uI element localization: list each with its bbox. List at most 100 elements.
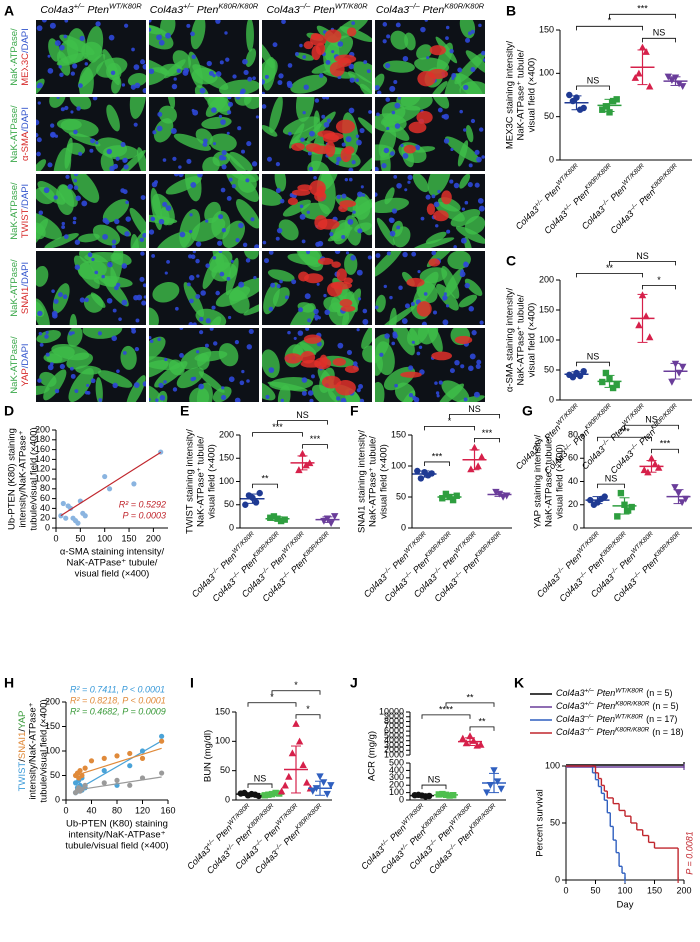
y-tick-label: 100 [389, 787, 404, 797]
nucleus [227, 101, 234, 107]
nucleus [86, 391, 91, 395]
nucleus [276, 227, 283, 234]
nucleus [149, 336, 152, 340]
tubule-stain [149, 214, 178, 224]
nucleus [173, 77, 177, 81]
nucleus [164, 271, 168, 275]
nucleus [287, 82, 293, 89]
nucleus [149, 339, 154, 344]
nucleus [411, 340, 415, 344]
nucleus [459, 271, 466, 278]
nucleus [51, 310, 58, 317]
nucleus [482, 58, 485, 62]
nucleus [301, 239, 306, 244]
tubule-stain [375, 334, 390, 365]
nucleus [97, 331, 103, 336]
nucleus [78, 151, 83, 156]
nucleus [92, 97, 98, 101]
nucleus [38, 210, 44, 216]
tubule-stain [290, 123, 322, 145]
nucleus [204, 343, 209, 348]
nucleus [56, 97, 60, 100]
tubule-stain [70, 174, 100, 203]
marker-stain [406, 277, 425, 287]
significance-label: * [608, 16, 612, 26]
nucleus [234, 397, 241, 402]
data-point [453, 492, 460, 499]
nucleus [243, 69, 249, 76]
nucleus [173, 174, 179, 177]
nucleus [443, 292, 447, 296]
x-axis-label: α-SMA staining intensity/ [60, 547, 165, 558]
nucleus [385, 97, 391, 102]
nucleus [268, 367, 275, 373]
nucleus [91, 257, 95, 262]
nucleus [442, 295, 448, 301]
micrograph [149, 174, 259, 248]
nucleus [116, 369, 120, 373]
significance-bracket [449, 414, 500, 419]
nucleus [190, 31, 195, 37]
nucleus [264, 74, 269, 79]
x-tick-label: Col4a3–/–PtenWT/K80R [579, 162, 649, 232]
text-part: WT/K80R [555, 402, 580, 427]
text-part: /DAPI [20, 184, 31, 209]
nucleus [73, 174, 79, 177]
y-tick-label: 200 [219, 429, 234, 439]
micrograph [262, 251, 372, 325]
y-axis-label: Ub-PTEN (K80) staining [7, 428, 18, 530]
nucleus [437, 189, 441, 194]
nucleus [247, 76, 253, 82]
text-part: Pten [597, 701, 616, 711]
data-point [442, 490, 450, 498]
nucleus [36, 119, 40, 126]
nucleus [212, 142, 217, 146]
y-tick-label: 400 [389, 765, 404, 775]
data-point [606, 109, 613, 116]
nucleus [95, 141, 99, 145]
tubule-stain [137, 147, 146, 171]
text-part: WT/K80R [615, 687, 643, 694]
micrograph [375, 328, 485, 402]
panel-letter: E [180, 403, 189, 419]
nucleus [196, 274, 200, 278]
nucleus [313, 314, 319, 320]
tubule-stain [379, 305, 416, 325]
data-point [613, 96, 620, 103]
nucleus [158, 39, 165, 46]
nucleus [366, 69, 371, 74]
column-header: Col4a3–/– PtenK80R/K80R [376, 2, 485, 16]
marker-stain [343, 146, 355, 155]
data-point [106, 486, 113, 492]
nucleus [235, 238, 240, 243]
nucleus [361, 193, 366, 197]
tubule-stain [152, 282, 180, 303]
y-tick-label: 0 [573, 522, 578, 532]
nucleus [212, 256, 217, 260]
marker-stain [426, 203, 436, 215]
significance-bracket [469, 726, 495, 731]
nucleus [375, 166, 379, 171]
data-point [88, 758, 95, 764]
marker-stain [314, 215, 328, 230]
data-point [267, 514, 274, 521]
nucleus [209, 328, 214, 331]
x-axis-label: visual field (×400) [75, 569, 150, 580]
nucleus [237, 126, 242, 131]
panel-letter: D [4, 403, 14, 419]
micrograph [36, 174, 146, 248]
tubule-stain [243, 300, 259, 316]
nucleus [232, 74, 237, 79]
y-tick-label: 50 [224, 499, 234, 509]
nucleus [59, 72, 64, 78]
nucleus [73, 129, 78, 135]
tubule-stain [36, 212, 62, 240]
nucleus [87, 252, 93, 258]
tubule-stain [245, 48, 257, 67]
nucleus [166, 259, 170, 264]
nucleus [217, 240, 223, 246]
nucleus [382, 22, 388, 27]
nucleus [255, 115, 259, 119]
nucleus [275, 188, 281, 194]
nucleus [36, 137, 42, 143]
